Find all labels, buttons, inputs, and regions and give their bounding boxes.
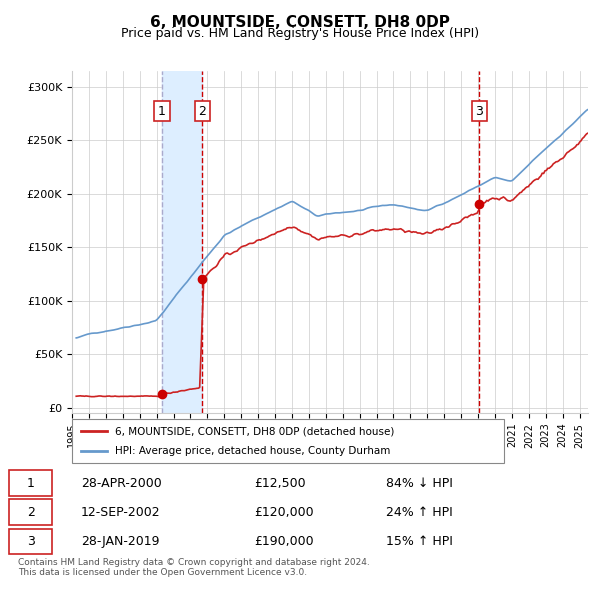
Text: Contains HM Land Registry data © Crown copyright and database right 2024.
This d: Contains HM Land Registry data © Crown c… — [18, 558, 370, 577]
Text: HPI: Average price, detached house, County Durham: HPI: Average price, detached house, Coun… — [115, 446, 391, 455]
Bar — [162, 71, 202, 413]
Text: 15% ↑ HPI: 15% ↑ HPI — [386, 535, 453, 548]
Text: 1: 1 — [158, 104, 166, 118]
FancyBboxPatch shape — [9, 529, 52, 554]
Text: 28-JAN-2019: 28-JAN-2019 — [81, 535, 160, 548]
FancyBboxPatch shape — [9, 470, 52, 496]
Text: 2: 2 — [199, 104, 206, 118]
Text: 3: 3 — [27, 535, 35, 548]
Text: 12-SEP-2002: 12-SEP-2002 — [81, 506, 161, 519]
Text: £190,000: £190,000 — [254, 535, 314, 548]
Text: 84% ↓ HPI: 84% ↓ HPI — [386, 477, 453, 490]
Text: 2: 2 — [27, 506, 35, 519]
Text: 6, MOUNTSIDE, CONSETT, DH8 0DP (detached house): 6, MOUNTSIDE, CONSETT, DH8 0DP (detached… — [115, 427, 395, 436]
Text: 1: 1 — [27, 477, 35, 490]
Text: 24% ↑ HPI: 24% ↑ HPI — [386, 506, 453, 519]
Text: 6, MOUNTSIDE, CONSETT, DH8 0DP: 6, MOUNTSIDE, CONSETT, DH8 0DP — [150, 15, 450, 30]
Text: Price paid vs. HM Land Registry's House Price Index (HPI): Price paid vs. HM Land Registry's House … — [121, 27, 479, 40]
Text: £120,000: £120,000 — [254, 506, 314, 519]
FancyBboxPatch shape — [72, 419, 504, 463]
Text: 3: 3 — [475, 104, 484, 118]
FancyBboxPatch shape — [9, 500, 52, 525]
Text: 28-APR-2000: 28-APR-2000 — [81, 477, 162, 490]
Text: £12,500: £12,500 — [254, 477, 305, 490]
